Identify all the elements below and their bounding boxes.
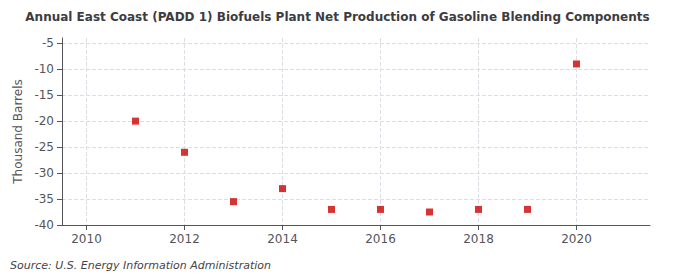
svg-text:Thousand Barrels: Thousand Barrels bbox=[11, 79, 25, 184]
svg-text:-10: -10 bbox=[34, 62, 54, 76]
svg-text:2012: 2012 bbox=[169, 232, 200, 246]
svg-text:2018: 2018 bbox=[463, 232, 494, 246]
svg-text:2010: 2010 bbox=[71, 232, 102, 246]
svg-text:-30: -30 bbox=[34, 166, 54, 180]
svg-text:2016: 2016 bbox=[365, 232, 396, 246]
svg-text:-15: -15 bbox=[34, 88, 54, 102]
svg-text:Source: U.S. Energy Informatio: Source: U.S. Energy Information Administ… bbox=[10, 259, 271, 272]
svg-text:-35: -35 bbox=[34, 192, 54, 206]
svg-text:-40: -40 bbox=[34, 218, 54, 232]
svg-text:-20: -20 bbox=[34, 114, 54, 128]
svg-text:2014: 2014 bbox=[267, 232, 298, 246]
svg-text:-25: -25 bbox=[34, 140, 54, 154]
svg-text:Annual East Coast (PADD 1) Bio: Annual East Coast (PADD 1) Biofuels Plan… bbox=[25, 10, 649, 24]
svg-text:-5: -5 bbox=[42, 36, 54, 50]
svg-text:2020: 2020 bbox=[561, 232, 592, 246]
